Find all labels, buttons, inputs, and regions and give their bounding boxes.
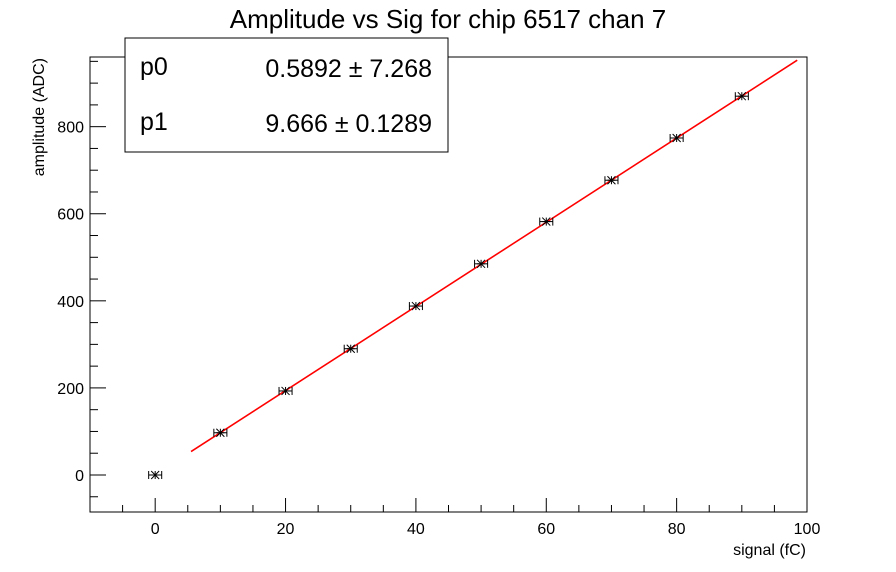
- data-point: [474, 259, 489, 269]
- y-tick-label: 200: [57, 381, 84, 398]
- marker-stroke: [737, 91, 747, 101]
- chart-title: Amplitude vs Sig for chip 6517 chan 7: [230, 4, 666, 34]
- y-tick-label: 0: [75, 468, 84, 485]
- x-tick-label: 40: [407, 521, 425, 538]
- x-axis-label: signal (fC): [733, 542, 806, 559]
- y-tick-label: 600: [57, 207, 84, 224]
- x-tick-label: 60: [537, 521, 555, 538]
- marker-stroke: [607, 175, 616, 185]
- data-point: [278, 386, 293, 396]
- stats-p1-name: p1: [140, 108, 168, 136]
- stats-box-frame: [124, 37, 449, 153]
- marker-stroke: [541, 217, 551, 226]
- data-point: [148, 470, 163, 480]
- data-point: [408, 301, 423, 311]
- data-point: [669, 133, 684, 143]
- stats-p1-value: 9.666 ± 0.1289: [265, 110, 432, 138]
- x-tick-label: 20: [277, 521, 295, 538]
- marker-stroke: [411, 301, 421, 311]
- data-point: [343, 344, 358, 354]
- stats-box: p0 0.5892 ± 7.268 p1 9.666 ± 0.1289: [124, 37, 449, 153]
- fit-line: [190, 59, 798, 453]
- stats-p0-name: p0: [140, 53, 168, 81]
- y-axis-label: amplitude (ADC): [31, 58, 48, 176]
- stats-p0-value: 0.5892 ± 7.268: [265, 55, 432, 83]
- y-tick-label: 800: [57, 120, 84, 137]
- x-axis: 0 20 40 60 80 100: [89, 498, 821, 538]
- marker-stroke: [216, 428, 225, 438]
- y-tick-label: 400: [57, 294, 84, 311]
- data-points: [148, 91, 749, 480]
- marker-stroke: [346, 344, 356, 354]
- y-axis: 0 200 400 600 800: [57, 60, 106, 498]
- data-point: [539, 217, 554, 226]
- marker-stroke: [476, 259, 486, 269]
- marker-stroke: [150, 470, 160, 480]
- x-tick-label: 80: [668, 521, 686, 538]
- data-point: [213, 428, 228, 438]
- data-point: [734, 91, 749, 101]
- data-point: [604, 175, 619, 185]
- marker-stroke: [672, 133, 681, 143]
- x-tick-label: 100: [794, 521, 821, 538]
- x-tick-label: 0: [151, 521, 160, 538]
- marker-stroke: [281, 386, 290, 396]
